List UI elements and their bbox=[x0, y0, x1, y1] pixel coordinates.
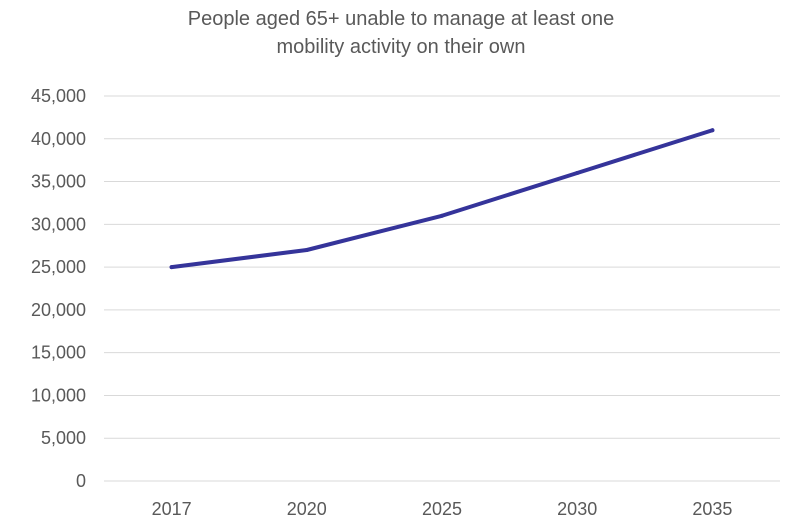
data-point bbox=[169, 265, 174, 270]
y-tick-label: 15,000 bbox=[31, 343, 86, 363]
x-axis-tick-labels: 2017 2020 2025 2030 2035 bbox=[152, 499, 733, 519]
chart-title-line-1: People aged 65+ unable to manage at leas… bbox=[187, 8, 615, 30]
y-tick-label: 35,000 bbox=[31, 172, 86, 192]
x-tick-label: 2030 bbox=[557, 499, 597, 519]
y-tick-label: 30,000 bbox=[31, 214, 86, 234]
series-layer bbox=[169, 128, 715, 270]
series-line bbox=[169, 128, 715, 270]
x-tick-label: 2025 bbox=[422, 499, 462, 519]
data-point bbox=[440, 213, 444, 218]
y-tick-label: 40,000 bbox=[31, 129, 86, 149]
data-point bbox=[304, 248, 309, 252]
data-point bbox=[710, 128, 715, 133]
y-tick-label: 45,000 bbox=[31, 86, 86, 106]
data-point bbox=[575, 171, 580, 175]
x-tick-label: 2035 bbox=[692, 499, 732, 519]
chart-title: People aged 65+ unable to manage at leas… bbox=[0, 5, 802, 61]
chart-title-line-2: mobility activity on their own bbox=[276, 36, 526, 58]
y-axis-tick-labels: 0 5,000 10,000 15,000 20,000 25,000 30,000 35,0… bbox=[31, 86, 86, 491]
x-tick-label: 2017 bbox=[152, 499, 192, 519]
y-tick-label: 25,000 bbox=[31, 257, 86, 277]
x-tick-label: 2020 bbox=[287, 499, 327, 519]
y-tick-label: 0 bbox=[76, 471, 86, 491]
gridlines bbox=[104, 95, 780, 482]
y-tick-label: 10,000 bbox=[31, 385, 86, 405]
y-tick-label: 20,000 bbox=[31, 300, 86, 320]
y-tick-label: 5,000 bbox=[41, 428, 86, 448]
